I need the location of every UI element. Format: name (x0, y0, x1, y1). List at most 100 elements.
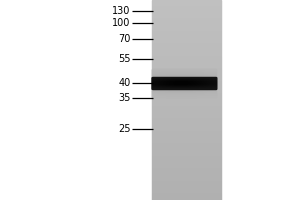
Bar (167, 81, 168, 82)
Bar (180, 93, 181, 94)
Bar (185, 79, 186, 80)
Bar (152, 138, 220, 139)
Bar (201, 81, 202, 82)
Bar (200, 77, 201, 78)
Bar (205, 69, 206, 70)
Bar (205, 81, 206, 82)
Bar (189, 92, 190, 93)
Bar (154, 75, 155, 76)
Bar (152, 163, 220, 164)
Bar (205, 76, 206, 77)
Bar (207, 70, 208, 71)
Bar (188, 85, 189, 86)
Bar (188, 95, 189, 96)
Bar (200, 86, 201, 87)
Bar (164, 75, 165, 76)
Bar (202, 70, 203, 71)
Bar (157, 69, 158, 70)
Bar (198, 73, 199, 74)
Bar (212, 83, 213, 84)
Bar (195, 86, 196, 87)
Bar (153, 77, 154, 78)
Bar (176, 90, 177, 91)
Bar (208, 95, 209, 96)
Bar (192, 93, 193, 94)
Bar (172, 73, 173, 74)
Bar (198, 83, 199, 84)
Bar (161, 74, 162, 75)
Bar (173, 87, 174, 88)
Bar (194, 81, 195, 82)
Bar (187, 89, 188, 90)
Bar (186, 75, 187, 76)
Bar (188, 81, 189, 82)
Bar (157, 73, 158, 74)
Bar (206, 74, 207, 75)
Bar (202, 87, 203, 88)
Bar (205, 86, 206, 87)
Bar (200, 89, 201, 90)
Bar (152, 31, 220, 32)
Bar (194, 92, 195, 93)
Bar (192, 73, 193, 74)
Bar (204, 70, 205, 71)
Bar (156, 95, 157, 96)
Bar (181, 91, 182, 92)
Bar (180, 82, 181, 83)
Bar (167, 85, 168, 86)
Bar (184, 84, 185, 85)
Bar (204, 83, 205, 84)
Bar (152, 93, 220, 94)
Bar (158, 88, 159, 89)
Bar (209, 85, 210, 86)
Bar (214, 74, 215, 75)
Bar (165, 78, 166, 79)
Bar (205, 91, 206, 92)
Bar (173, 83, 174, 84)
Bar (169, 84, 170, 85)
Bar (170, 87, 171, 88)
Bar (197, 80, 198, 81)
Bar (174, 85, 175, 86)
Bar (164, 76, 165, 77)
Bar (170, 80, 171, 81)
Bar (200, 93, 201, 94)
Bar (173, 80, 174, 81)
Bar (201, 95, 202, 96)
Bar (207, 77, 208, 78)
Bar (188, 94, 189, 95)
Bar (208, 94, 209, 95)
Bar (173, 70, 174, 71)
Bar (174, 79, 175, 80)
Bar (152, 130, 220, 131)
Bar (152, 100, 220, 101)
Bar (152, 27, 220, 28)
Bar (210, 70, 211, 71)
Bar (152, 35, 220, 36)
Bar (183, 87, 184, 88)
Bar (158, 85, 159, 86)
Bar (208, 90, 209, 91)
Bar (201, 82, 202, 83)
Bar (205, 83, 206, 84)
Bar (202, 93, 203, 94)
Bar (152, 82, 153, 83)
Bar (159, 84, 160, 85)
Bar (212, 79, 213, 80)
Bar (152, 11, 220, 12)
Bar (152, 46, 220, 47)
Bar (157, 81, 158, 82)
Bar (201, 91, 202, 92)
Bar (180, 69, 181, 70)
Bar (176, 75, 177, 76)
Bar (185, 96, 186, 97)
Bar (160, 79, 161, 80)
Bar (207, 85, 208, 86)
Bar (164, 95, 165, 96)
Bar (215, 85, 216, 86)
Bar (189, 90, 190, 91)
Bar (184, 95, 185, 96)
Bar (206, 93, 207, 94)
Bar (192, 83, 193, 84)
Bar (152, 119, 220, 120)
